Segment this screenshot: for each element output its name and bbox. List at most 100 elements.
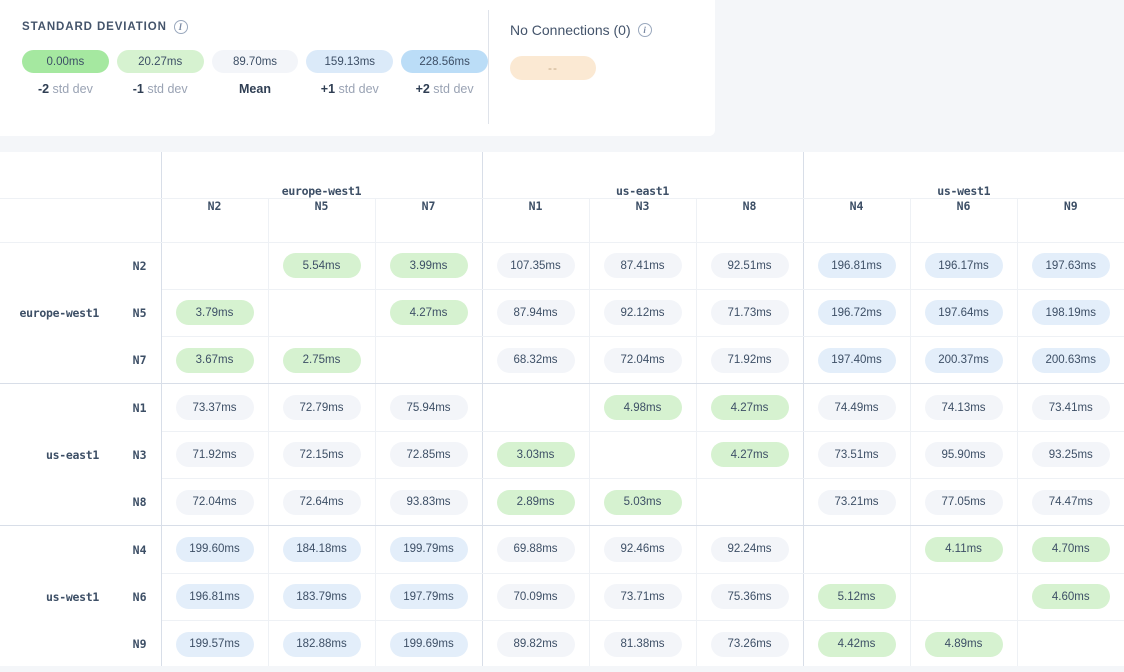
- matrix-cell[interactable]: 73.26ms: [696, 620, 804, 666]
- matrix-cell[interactable]: 92.46ms: [589, 525, 697, 574]
- matrix-cell[interactable]: 68.32ms: [482, 336, 590, 385]
- row-header-N7[interactable]: N7: [107, 336, 162, 385]
- row-header-N9[interactable]: N9: [107, 620, 162, 666]
- column-header-N2[interactable]: N2: [161, 198, 269, 243]
- matrix-cell[interactable]: 93.25ms: [1017, 431, 1124, 479]
- matrix-cell[interactable]: 5.03ms: [589, 478, 697, 527]
- matrix-cell[interactable]: 199.60ms: [161, 525, 269, 574]
- matrix-cell[interactable]: 93.83ms: [375, 478, 483, 527]
- matrix-cell[interactable]: 197.40ms: [803, 336, 911, 385]
- matrix-cell[interactable]: 81.38ms: [589, 620, 697, 666]
- latency-value-pill: 93.83ms: [389, 489, 468, 515]
- matrix-cell[interactable]: 92.24ms: [696, 525, 804, 574]
- column-header-N4[interactable]: N4: [803, 198, 911, 243]
- column-header-N5[interactable]: N5: [268, 198, 376, 243]
- row-header-N2[interactable]: N2: [107, 242, 162, 290]
- matrix-cell[interactable]: 4.11ms: [910, 525, 1018, 574]
- matrix-cell[interactable]: 3.99ms: [375, 242, 483, 290]
- matrix-cell[interactable]: 4.27ms: [375, 289, 483, 338]
- matrix-cell[interactable]: 196.72ms: [803, 289, 911, 338]
- matrix-cell[interactable]: 71.92ms: [696, 336, 804, 385]
- matrix-cell[interactable]: 89.82ms: [482, 620, 590, 666]
- column-header-N6[interactable]: N6: [910, 198, 1018, 243]
- matrix-cell[interactable]: 200.37ms: [910, 336, 1018, 385]
- matrix-cell[interactable]: 4.60ms: [1017, 573, 1124, 621]
- latency-value-pill: 4.70ms: [1031, 536, 1110, 562]
- row-header-N3[interactable]: N3: [107, 431, 162, 479]
- matrix-cell[interactable]: 69.88ms: [482, 525, 590, 574]
- latency-matrix-table: europe-west1 us-east1 us-west1 N2 N5 N7 N1 N3 N…: [0, 152, 1124, 666]
- matrix-cell[interactable]: 198.19ms: [1017, 289, 1124, 338]
- matrix-cell[interactable]: 3.79ms: [161, 289, 269, 338]
- matrix-cell[interactable]: 196.17ms: [910, 242, 1018, 290]
- matrix-cell[interactable]: 197.63ms: [1017, 242, 1124, 290]
- matrix-cell[interactable]: 5.12ms: [803, 573, 911, 621]
- column-header-N3[interactable]: N3: [589, 198, 697, 243]
- matrix-cell[interactable]: 5.54ms: [268, 242, 376, 290]
- matrix-cell[interactable]: 4.89ms: [910, 620, 1018, 666]
- matrix-cell[interactable]: 73.51ms: [803, 431, 911, 479]
- matrix-cell[interactable]: 72.79ms: [268, 383, 376, 432]
- matrix-cell[interactable]: 87.41ms: [589, 242, 697, 290]
- matrix-cell[interactable]: 95.90ms: [910, 431, 1018, 479]
- matrix-cell[interactable]: 200.63ms: [1017, 336, 1124, 385]
- matrix-cell[interactable]: 73.71ms: [589, 573, 697, 621]
- matrix-cell[interactable]: 182.88ms: [268, 620, 376, 666]
- matrix-cell[interactable]: 2.75ms: [268, 336, 376, 385]
- matrix-cell[interactable]: 87.94ms: [482, 289, 590, 338]
- column-header-N8[interactable]: N8: [696, 198, 804, 243]
- matrix-cell[interactable]: 77.05ms: [910, 478, 1018, 527]
- matrix-cell[interactable]: 92.51ms: [696, 242, 804, 290]
- matrix-cell[interactable]: 107.35ms: [482, 242, 590, 290]
- column-header-N1[interactable]: N1: [482, 198, 590, 243]
- std-dev-value-pill: 159.13ms: [306, 50, 394, 73]
- matrix-cell[interactable]: 75.94ms: [375, 383, 483, 432]
- matrix-cell[interactable]: 199.79ms: [375, 525, 483, 574]
- info-icon[interactable]: i: [637, 23, 652, 37]
- matrix-cell[interactable]: 71.73ms: [696, 289, 804, 338]
- std-dev-step: 228.56ms +2 std dev: [401, 50, 488, 96]
- column-header-N7[interactable]: N7: [375, 198, 483, 243]
- std-dev-legend: STANDARD DEVIATION i 0.00ms -2 std dev 20.…: [0, 0, 488, 136]
- row-header-N5[interactable]: N5: [107, 289, 162, 337]
- matrix-cell[interactable]: 183.79ms: [268, 573, 376, 621]
- matrix-cell[interactable]: 3.03ms: [482, 431, 590, 479]
- row-header-N6[interactable]: N6: [107, 573, 162, 621]
- matrix-cell[interactable]: 74.47ms: [1017, 478, 1124, 527]
- matrix-cell[interactable]: 196.81ms: [161, 573, 269, 621]
- matrix-cell[interactable]: 197.64ms: [910, 289, 1018, 338]
- matrix-cell[interactable]: 4.42ms: [803, 620, 911, 666]
- matrix-cell[interactable]: 92.12ms: [589, 289, 697, 338]
- matrix-cell[interactable]: 4.70ms: [1017, 525, 1124, 574]
- matrix-cell[interactable]: 75.36ms: [696, 573, 804, 621]
- std-dev-value-pill: 20.27ms: [116, 50, 204, 73]
- matrix-cell[interactable]: 73.41ms: [1017, 383, 1124, 432]
- matrix-cell[interactable]: 74.13ms: [910, 383, 1018, 432]
- matrix-cell[interactable]: 70.09ms: [482, 573, 590, 621]
- matrix-cell[interactable]: 72.15ms: [268, 431, 376, 479]
- matrix-cell[interactable]: 4.98ms: [589, 383, 697, 432]
- matrix-cell[interactable]: 72.04ms: [161, 478, 269, 527]
- matrix-cell[interactable]: 72.04ms: [589, 336, 697, 385]
- matrix-cell[interactable]: 73.21ms: [803, 478, 911, 527]
- row-header-N8[interactable]: N8: [107, 478, 162, 527]
- matrix-cell[interactable]: 184.18ms: [268, 525, 376, 574]
- matrix-cell[interactable]: 2.89ms: [482, 478, 590, 527]
- matrix-cell[interactable]: 3.67ms: [161, 336, 269, 385]
- matrix-cell[interactable]: 71.92ms: [161, 431, 269, 479]
- matrix-cell[interactable]: 199.69ms: [375, 620, 483, 666]
- matrix-cell[interactable]: 73.37ms: [161, 383, 269, 432]
- matrix-cell[interactable]: 72.85ms: [375, 431, 483, 479]
- matrix-cell[interactable]: 4.27ms: [696, 431, 804, 479]
- row-header-N4[interactable]: N4: [107, 525, 162, 574]
- matrix-cell[interactable]: 72.64ms: [268, 478, 376, 527]
- matrix-cell[interactable]: 4.27ms: [696, 383, 804, 432]
- std-dev-scale: 0.00ms -2 std dev 20.27ms -1 std dev 89.70ms…: [22, 50, 488, 96]
- matrix-cell[interactable]: 196.81ms: [803, 242, 911, 290]
- matrix-cell[interactable]: 197.79ms: [375, 573, 483, 621]
- info-icon[interactable]: i: [173, 20, 188, 34]
- matrix-cell[interactable]: 199.57ms: [161, 620, 269, 666]
- column-header-N9[interactable]: N9: [1017, 198, 1124, 243]
- row-header-N1[interactable]: N1: [107, 383, 162, 432]
- matrix-cell[interactable]: 74.49ms: [803, 383, 911, 432]
